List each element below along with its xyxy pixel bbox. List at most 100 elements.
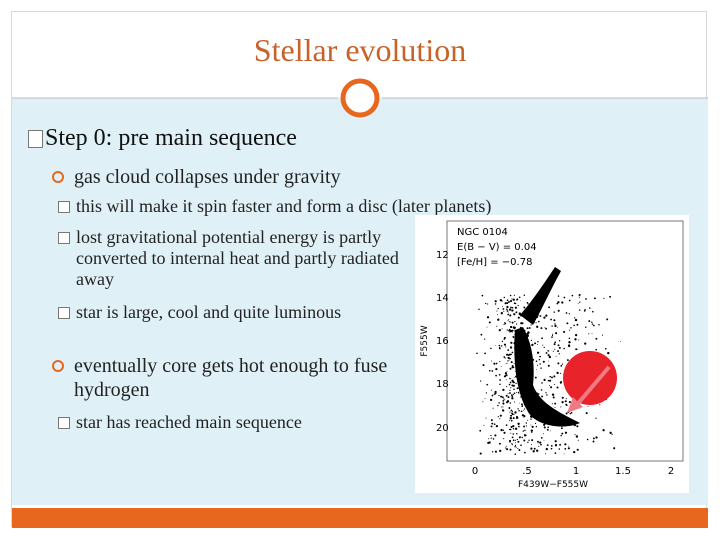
star-dot bbox=[509, 321, 511, 323]
star-dot bbox=[503, 438, 505, 440]
star-dot bbox=[509, 411, 511, 413]
star-dot bbox=[592, 440, 595, 443]
x-tick-label: .5 bbox=[522, 466, 532, 477]
star-dot bbox=[539, 355, 541, 358]
star-dot bbox=[523, 416, 525, 418]
star-dot bbox=[518, 409, 520, 412]
star-dot bbox=[508, 439, 512, 443]
star-dot bbox=[523, 409, 525, 411]
star-dot bbox=[568, 337, 571, 340]
star-dot bbox=[549, 375, 551, 378]
giant-branch bbox=[520, 267, 561, 325]
star-dot bbox=[479, 452, 482, 455]
star-dot bbox=[503, 431, 506, 434]
star-dot bbox=[568, 401, 571, 404]
star-dot bbox=[541, 395, 544, 398]
star-dot bbox=[542, 360, 545, 363]
star-dot bbox=[556, 386, 559, 389]
star-dot bbox=[549, 379, 552, 382]
star-dot bbox=[578, 296, 580, 298]
star-dot bbox=[531, 439, 534, 442]
star-dot bbox=[513, 392, 516, 395]
star-dot bbox=[523, 439, 526, 442]
star-dot bbox=[568, 341, 571, 344]
star-dot bbox=[511, 444, 514, 446]
star-dot bbox=[486, 383, 489, 386]
star-dot bbox=[480, 333, 483, 336]
star-dot bbox=[508, 383, 511, 386]
protostar-marker bbox=[563, 351, 617, 405]
star-dot bbox=[497, 307, 499, 310]
star-dot bbox=[575, 348, 578, 351]
star-dot bbox=[539, 363, 541, 365]
star-dot bbox=[527, 419, 529, 421]
star-dot bbox=[506, 302, 509, 305]
star-dot bbox=[510, 387, 512, 389]
star-dot bbox=[494, 434, 497, 437]
star-dot bbox=[497, 314, 499, 315]
star-dot bbox=[507, 356, 510, 360]
star-dot bbox=[554, 341, 557, 344]
star-dot bbox=[526, 333, 529, 336]
star-dot bbox=[511, 413, 514, 416]
star-dot bbox=[559, 381, 562, 384]
star-dot bbox=[507, 320, 509, 322]
star-dot bbox=[537, 393, 540, 395]
star-dot bbox=[500, 428, 503, 432]
star-dot bbox=[487, 441, 490, 444]
star-dot bbox=[555, 355, 557, 357]
star-dot bbox=[547, 426, 550, 429]
star-dot bbox=[540, 327, 543, 330]
star-dot bbox=[576, 448, 579, 451]
bullet: eventually core gets hot enough to fuse … bbox=[52, 354, 394, 402]
star-dot bbox=[501, 328, 503, 330]
star-dot bbox=[538, 358, 541, 361]
star-dot bbox=[564, 448, 567, 450]
star-dot bbox=[556, 302, 558, 305]
star-dot bbox=[528, 327, 531, 329]
star-dot bbox=[577, 439, 579, 441]
star-dot bbox=[499, 449, 502, 453]
heading-text: Step 0: pre main sequence bbox=[45, 125, 297, 151]
star-dot bbox=[530, 339, 533, 342]
y-tick-label: 12 bbox=[436, 250, 449, 261]
star-dot bbox=[542, 433, 544, 435]
star-dot bbox=[526, 301, 529, 304]
slide-title: Stellar evolution bbox=[253, 32, 467, 68]
star-dot bbox=[510, 432, 512, 434]
star-dot bbox=[514, 427, 518, 430]
star-dot bbox=[513, 294, 515, 296]
star-dot bbox=[554, 324, 557, 328]
star-dot bbox=[515, 323, 518, 325]
star-dot bbox=[510, 392, 511, 394]
star-dot bbox=[478, 308, 480, 311]
plot-frame bbox=[446, 220, 684, 462]
star-dot bbox=[517, 304, 519, 307]
star-dot bbox=[558, 448, 561, 450]
star-dot bbox=[547, 350, 549, 352]
star-dot bbox=[593, 297, 596, 300]
star-dot bbox=[547, 379, 550, 382]
star-dot bbox=[564, 400, 567, 403]
star-dot bbox=[510, 361, 513, 364]
star-dot bbox=[490, 425, 493, 428]
star-dot bbox=[525, 422, 528, 424]
star-dot bbox=[563, 347, 565, 350]
sub-bullet: star has reached main sequence bbox=[58, 412, 406, 433]
star-dot bbox=[498, 344, 501, 347]
star-dot bbox=[516, 298, 518, 301]
star-dot bbox=[564, 443, 567, 446]
star-dot bbox=[545, 327, 547, 330]
star-dot bbox=[479, 380, 482, 382]
star-dot bbox=[512, 335, 514, 338]
star-dot bbox=[508, 301, 510, 303]
star-dot bbox=[504, 399, 506, 401]
star-dot bbox=[505, 394, 508, 397]
star-dot bbox=[514, 453, 517, 455]
star-dot bbox=[554, 323, 556, 325]
star-dot bbox=[536, 368, 537, 370]
star-dot bbox=[545, 352, 548, 354]
x-tick-label: 2 bbox=[668, 466, 674, 477]
star-dot bbox=[532, 450, 535, 453]
star-dot bbox=[563, 453, 565, 455]
